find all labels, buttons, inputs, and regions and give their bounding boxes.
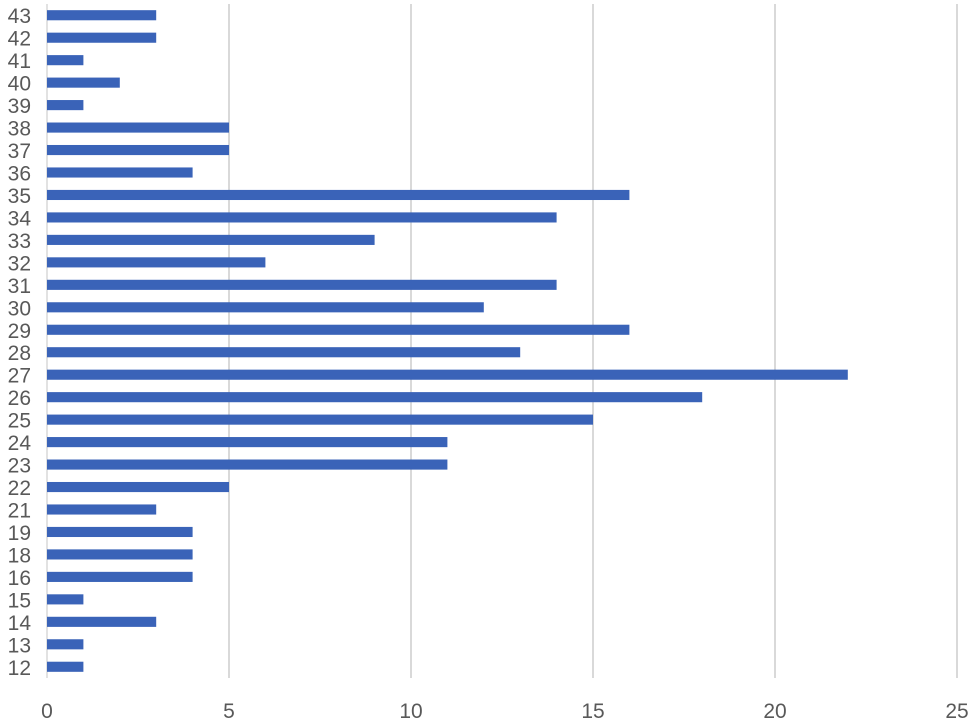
y-tick-label: 37	[8, 140, 31, 163]
bar-30	[47, 302, 484, 313]
y-tick-label: 41	[8, 50, 31, 73]
bar-29	[47, 324, 630, 335]
bar-36	[47, 167, 193, 178]
y-tick-label: 39	[8, 95, 31, 118]
x-tick-label: 25	[945, 700, 968, 723]
bar-21	[47, 504, 157, 515]
y-tick-label: 16	[8, 567, 31, 590]
y-tick-label: 40	[8, 73, 31, 96]
bar-42	[47, 32, 157, 43]
bar-25	[47, 414, 593, 425]
x-axis-tick-labels: 0 5 10 15 20 25	[41, 700, 969, 723]
y-tick-label: 36	[8, 163, 31, 186]
bar-31	[47, 279, 557, 290]
bar-12	[47, 661, 84, 672]
x-tick-label: 0	[41, 700, 53, 723]
x-tick-label: 5	[223, 700, 235, 723]
y-tick-label: 15	[8, 589, 31, 612]
y-tick-label: 26	[8, 387, 31, 410]
bar-27	[47, 369, 848, 380]
y-tick-label: 24	[8, 432, 32, 455]
bar-26	[47, 392, 703, 403]
bar-32	[47, 257, 266, 268]
y-tick-label: 22	[8, 477, 31, 500]
bar-16	[47, 571, 193, 582]
bar-23	[47, 459, 448, 470]
bar-39	[47, 100, 84, 111]
x-tick-label: 20	[763, 700, 786, 723]
gridlines	[46, 4, 958, 678]
y-tick-label: 19	[8, 522, 31, 545]
y-tick-label: 14	[8, 612, 32, 635]
bar-24	[47, 437, 448, 448]
x-tick-label: 15	[581, 700, 604, 723]
bar-22	[47, 481, 229, 493]
y-tick-label: 25	[8, 410, 31, 433]
y-tick-label: 23	[8, 455, 31, 478]
bar-13	[47, 639, 84, 650]
y-tick-label: 12	[8, 657, 31, 680]
y-tick-label: 31	[8, 275, 31, 298]
bar-38	[47, 122, 229, 133]
bar-40	[47, 77, 120, 88]
y-tick-label: 34	[8, 207, 32, 230]
bar-28	[47, 347, 521, 358]
y-tick-label: 30	[8, 297, 31, 320]
bar-19	[47, 526, 193, 538]
bar-43	[47, 10, 157, 21]
bar-37	[47, 144, 229, 156]
bar-41	[47, 55, 84, 66]
bars	[47, 10, 848, 672]
y-tick-label: 21	[8, 500, 31, 523]
bar-34	[47, 212, 557, 223]
y-tick-label: 18	[8, 544, 31, 567]
y-tick-label: 27	[8, 365, 31, 388]
bar-15	[47, 594, 84, 605]
y-tick-label: 29	[8, 320, 31, 343]
bar-18	[47, 549, 193, 560]
y-tick-label: 28	[8, 342, 31, 365]
y-tick-label: 32	[8, 252, 31, 275]
x-tick-label: 10	[399, 700, 422, 723]
y-axis-tick-labels: 1213141516181921222324252627282930313233…	[8, 5, 32, 680]
y-tick-label: 33	[8, 230, 31, 253]
bar-33	[47, 234, 375, 245]
y-tick-label: 43	[8, 5, 31, 28]
bar-35	[47, 189, 630, 201]
y-tick-label: 42	[8, 28, 31, 51]
y-tick-label: 13	[8, 634, 31, 657]
y-tick-label: 35	[8, 185, 31, 208]
y-tick-label: 38	[8, 118, 31, 141]
bar-14	[47, 616, 157, 627]
